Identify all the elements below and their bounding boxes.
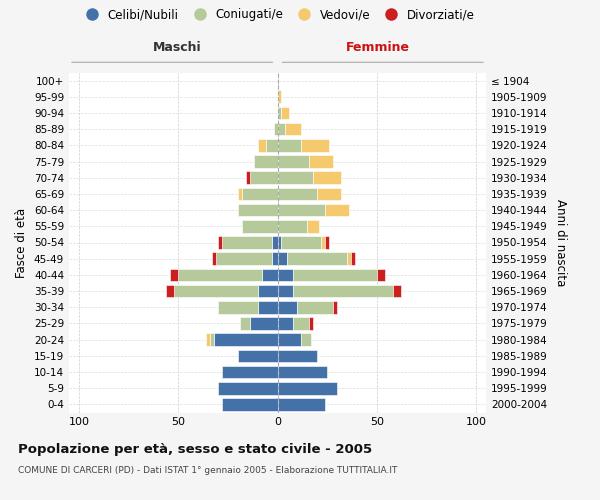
Legend: Celibi/Nubili, Coniugati/e, Vedovi/e, Divorziati/e: Celibi/Nubili, Coniugati/e, Vedovi/e, Di…	[76, 4, 479, 26]
Bar	[277, 188, 317, 200]
Bar	[222, 366, 277, 378]
Bar	[277, 139, 301, 151]
Bar	[277, 123, 286, 136]
Bar	[277, 172, 313, 184]
Bar	[222, 398, 277, 410]
Bar	[277, 285, 293, 298]
Bar	[257, 301, 277, 314]
Bar	[301, 334, 311, 346]
Bar	[214, 334, 277, 346]
Bar	[307, 220, 319, 232]
Bar	[287, 252, 347, 265]
Bar	[257, 285, 277, 298]
Bar	[222, 236, 272, 249]
Bar	[277, 334, 301, 346]
Bar	[277, 382, 337, 394]
Bar	[166, 285, 174, 298]
Bar	[317, 188, 341, 200]
Bar	[325, 236, 329, 249]
Bar	[333, 301, 337, 314]
Bar	[250, 317, 277, 330]
Bar	[293, 268, 377, 281]
Bar	[246, 172, 250, 184]
Bar	[218, 236, 222, 249]
Bar	[272, 236, 277, 249]
Bar	[293, 317, 309, 330]
Bar	[240, 317, 250, 330]
Bar	[321, 236, 325, 249]
Bar	[277, 252, 287, 265]
Bar	[257, 139, 266, 151]
Bar	[277, 220, 307, 232]
Bar	[262, 268, 277, 281]
Bar	[266, 139, 277, 151]
Bar	[277, 301, 298, 314]
Bar	[313, 172, 341, 184]
Bar	[377, 268, 385, 281]
Text: Popolazione per età, sesso e stato civile - 2005: Popolazione per età, sesso e stato civil…	[18, 442, 372, 456]
Bar	[277, 268, 293, 281]
Bar	[351, 252, 355, 265]
Bar	[277, 204, 325, 216]
Bar	[293, 285, 392, 298]
Y-axis label: Fasce di età: Fasce di età	[16, 208, 28, 278]
Bar	[286, 123, 301, 136]
Bar	[277, 398, 325, 410]
Bar	[277, 317, 293, 330]
Text: COMUNE DI CARCERI (PD) - Dati ISTAT 1° gennaio 2005 - Elaborazione TUTTITALIA.IT: COMUNE DI CARCERI (PD) - Dati ISTAT 1° g…	[18, 466, 397, 475]
Bar	[250, 172, 277, 184]
Bar	[218, 301, 257, 314]
Bar	[178, 268, 262, 281]
Bar	[277, 366, 327, 378]
Bar	[347, 252, 351, 265]
Text: Maschi: Maschi	[153, 41, 202, 54]
Bar	[298, 301, 333, 314]
Bar	[309, 155, 333, 168]
Bar	[210, 334, 214, 346]
Bar	[254, 155, 277, 168]
Bar	[218, 382, 277, 394]
Bar	[216, 252, 272, 265]
Bar	[206, 334, 210, 346]
Bar	[277, 155, 309, 168]
Bar	[325, 204, 349, 216]
Bar	[277, 106, 281, 120]
Bar	[238, 188, 242, 200]
Bar	[281, 106, 289, 120]
Bar	[301, 139, 329, 151]
Bar	[281, 236, 321, 249]
Bar	[274, 123, 277, 136]
Bar	[238, 204, 277, 216]
Bar	[242, 220, 277, 232]
Bar	[174, 285, 257, 298]
Bar	[309, 317, 313, 330]
Bar	[212, 252, 216, 265]
Bar	[272, 252, 277, 265]
Bar	[392, 285, 401, 298]
Bar	[242, 188, 277, 200]
Bar	[277, 350, 317, 362]
Bar	[277, 236, 281, 249]
Bar	[170, 268, 178, 281]
Y-axis label: Anni di nascita: Anni di nascita	[554, 199, 567, 286]
Bar	[238, 350, 277, 362]
Bar	[277, 90, 281, 103]
Text: Femmine: Femmine	[346, 41, 410, 54]
